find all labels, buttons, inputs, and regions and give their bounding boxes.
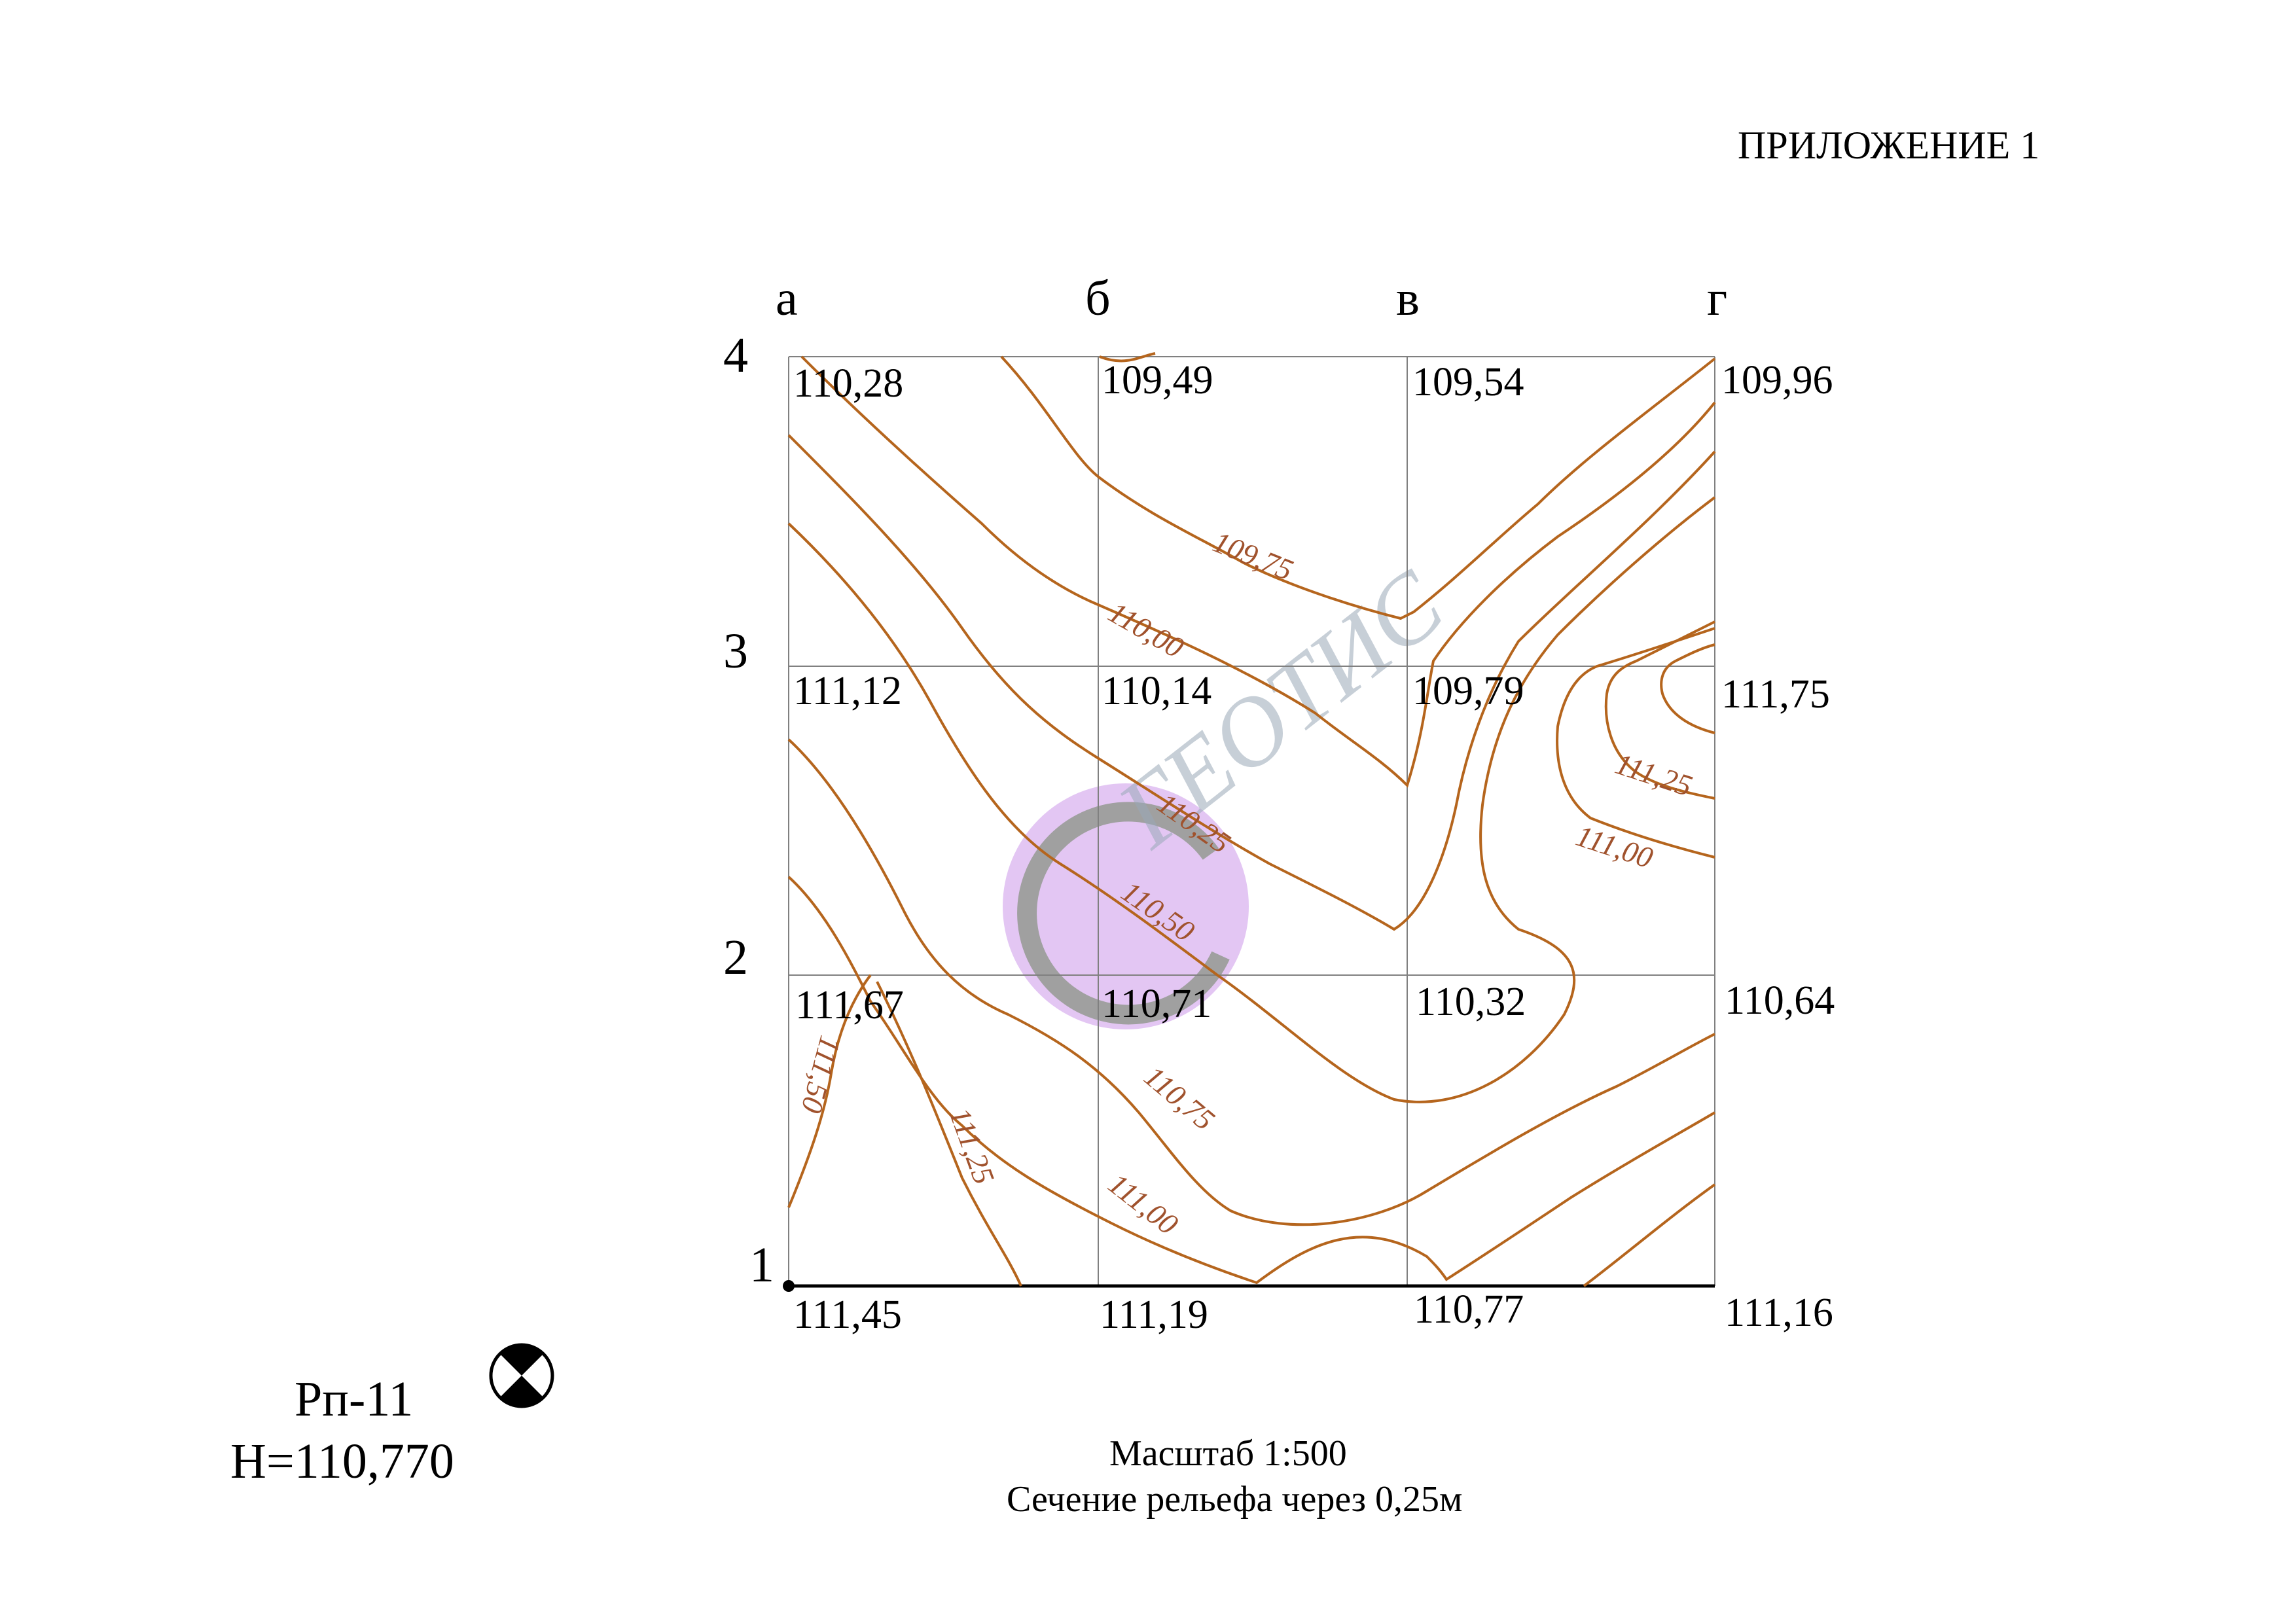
contour-label: 111,50 — [795, 1032, 847, 1116]
watermark: ГЕОТИС — [1003, 549, 1464, 1029]
elevation-v4: 109,54 — [1412, 360, 1524, 404]
contour-line — [787, 974, 872, 1208]
benchmark-height: Н=110,770 — [230, 1434, 454, 1489]
elevation-v2: 110,32 — [1416, 980, 1526, 1024]
contour-line — [787, 434, 1716, 931]
contour-label: 110,00 — [1103, 595, 1189, 664]
grid-lines — [788, 356, 1715, 1286]
column-label-g: г — [1707, 271, 1728, 326]
elevation-a1: 111,45 — [793, 1293, 902, 1337]
elevation-g1: 111,16 — [1725, 1291, 1833, 1335]
benchmark-name: Рп-11 — [295, 1372, 414, 1427]
appendix-label: ПРИЛОЖЕНИЕ 1 — [1738, 124, 2040, 167]
column-label-v: в — [1396, 271, 1420, 326]
contour-line — [876, 981, 1022, 1287]
contour-line — [787, 496, 1716, 1103]
contour-line — [800, 355, 1716, 788]
column-label-a: а — [776, 271, 798, 326]
relief-interval-label: Сечение рельефа через 0,25м — [1007, 1479, 1463, 1520]
row-label-3: 3 — [723, 624, 748, 679]
contour-line — [787, 738, 1715, 1226]
row-label-4: 4 — [723, 328, 748, 383]
contour-line — [1660, 643, 1715, 734]
contour-line — [1556, 627, 1715, 859]
contour-line — [787, 876, 1716, 1285]
elevation-a4: 110,28 — [793, 361, 904, 406]
contour-label: 111,25 — [943, 1103, 1001, 1188]
contour-label: 111,25 — [1611, 747, 1696, 802]
row-label-1: 1 — [749, 1238, 774, 1293]
contour-line — [1000, 355, 1716, 620]
watermark-ring — [1017, 802, 1230, 1025]
elevation-b4: 109,49 — [1102, 358, 1213, 402]
elevation-b2: 110,71 — [1102, 982, 1212, 1026]
elevation-a3: 111,12 — [793, 669, 902, 713]
elevation-g2: 110,64 — [1725, 978, 1835, 1023]
elevation-g4: 109,96 — [1721, 358, 1833, 402]
contour-line — [1583, 1183, 1716, 1287]
contour-label: 109,75 — [1208, 525, 1297, 587]
elevation-v3: 109,79 — [1412, 669, 1524, 713]
elevation-a2: 111,67 — [795, 983, 904, 1027]
contour-label: 111,00 — [1102, 1167, 1185, 1241]
row-label-2: 2 — [723, 930, 748, 985]
contour-line — [1604, 620, 1715, 800]
elevation-b3: 110,14 — [1102, 669, 1212, 713]
elevation-v1: 110,77 — [1414, 1287, 1524, 1332]
origin-point — [783, 1280, 795, 1292]
scale-label: Масштаб 1:500 — [1109, 1433, 1347, 1474]
benchmark-icon — [489, 1343, 554, 1408]
elevation-b1: 111,19 — [1100, 1293, 1208, 1337]
elevation-g3: 111,75 — [1721, 672, 1830, 717]
column-label-b: б — [1085, 271, 1111, 326]
contour-lines — [787, 352, 1716, 1287]
contour-line — [1099, 352, 1156, 363]
